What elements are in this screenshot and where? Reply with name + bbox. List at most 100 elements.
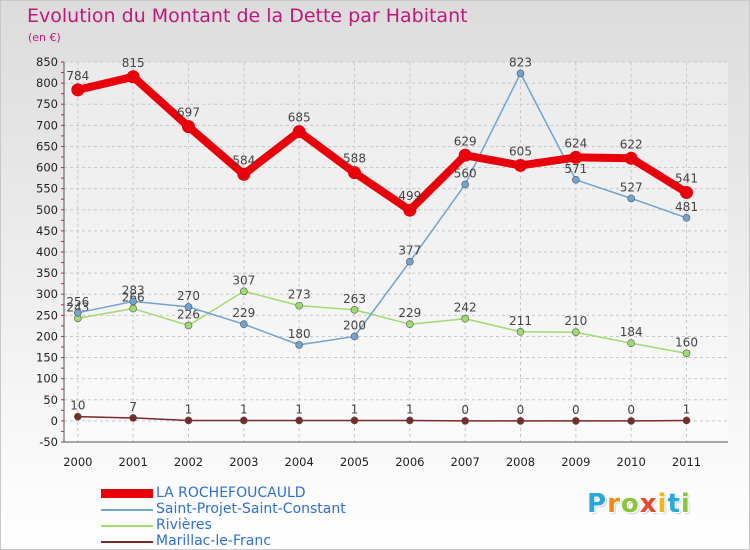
x-tick-label: 2000: [63, 455, 92, 469]
chart-title: Evolution du Montant de la Dette par Hab…: [27, 5, 468, 27]
data-label: 0: [461, 403, 469, 417]
x-tick-label: 2008: [506, 455, 535, 469]
data-label: 697: [177, 106, 200, 120]
y-tick-label: 500: [36, 203, 58, 217]
data-label: 499: [398, 189, 421, 203]
data-label: 184: [620, 325, 643, 339]
legend-label: Rivières: [156, 517, 212, 533]
data-point: [295, 341, 303, 349]
data-label: 226: [177, 307, 200, 321]
data-label: 211: [509, 314, 532, 328]
y-tick-label: 800: [36, 76, 58, 90]
data-label: 243: [66, 300, 89, 314]
data-point: [406, 257, 414, 266]
data-point: [406, 416, 414, 425]
data-point: [350, 306, 359, 314]
data-point: [129, 304, 137, 313]
data-label: 377: [398, 244, 421, 258]
data-point: [126, 70, 140, 84]
x-tick-label: 2011: [672, 455, 701, 469]
x-tick-label: 2005: [340, 455, 369, 469]
logo-letter: x: [639, 489, 658, 519]
data-label: 1: [240, 402, 248, 416]
data-point: [514, 158, 527, 172]
data-label: 0: [627, 403, 635, 417]
chart-unit: (en €): [28, 31, 61, 44]
data-point: [458, 148, 472, 162]
legend-swatch: [101, 489, 153, 498]
x-tick-label: 2001: [119, 455, 148, 469]
data-label: 541: [675, 171, 698, 185]
data-point: [240, 416, 248, 425]
logo-letter: i: [680, 489, 691, 519]
x-tick-label: 2002: [174, 455, 203, 469]
y-tick-label: 450: [36, 224, 58, 238]
data-label: 0: [572, 403, 580, 417]
data-label: 256: [66, 295, 89, 309]
y-tick-label: 300: [36, 287, 58, 301]
data-point: [237, 167, 251, 181]
data-point: [295, 416, 303, 425]
data-point: [461, 180, 469, 189]
series-line-saint-projet-saint-constant: [77, 72, 688, 346]
data-point: [184, 416, 193, 425]
data-label: 1: [406, 402, 414, 416]
data-point: [627, 339, 635, 348]
data-label: 229: [398, 306, 421, 320]
data-label: 588: [343, 152, 366, 166]
legend-swatch: [101, 509, 153, 511]
data-label: 571: [564, 162, 587, 176]
y-tick-label: 700: [36, 118, 58, 132]
data-point: [295, 301, 303, 310]
data-label: 307: [232, 273, 255, 287]
data-point: [74, 308, 82, 317]
legend-swatch: [101, 525, 153, 527]
data-point: [129, 414, 137, 422]
data-label: 242: [454, 301, 477, 315]
y-tick-label: -50: [39, 435, 58, 449]
logo-letter: t: [667, 489, 681, 519]
data-label: 283: [122, 283, 145, 297]
y-tick-label: 550: [36, 182, 58, 196]
logo-letter: o: [620, 489, 640, 519]
data-point: [350, 416, 359, 425]
data-label: 560: [454, 166, 477, 180]
y-tick-label: 200: [36, 329, 58, 343]
legend-label: Marillac-le-Franc: [156, 533, 271, 549]
data-label: 1: [683, 402, 691, 416]
y-tick-label: 250: [36, 308, 58, 322]
data-point: [74, 412, 82, 421]
data-label: 270: [177, 289, 200, 303]
y-tick-label: 100: [36, 372, 58, 386]
data-label: 624: [564, 136, 587, 150]
y-tick-label: 150: [36, 351, 58, 365]
data-label: 685: [288, 111, 311, 125]
y-tick-label: 750: [36, 97, 58, 111]
data-label: 180: [288, 327, 311, 341]
x-tick-label: 2007: [451, 455, 480, 469]
data-label: 200: [343, 318, 366, 332]
data-point: [627, 417, 635, 425]
data-point: [572, 417, 580, 425]
data-point: [240, 320, 248, 329]
data-point: [572, 328, 580, 337]
data-label: 160: [675, 335, 698, 349]
data-label: 0: [517, 403, 525, 417]
data-label: 273: [288, 288, 311, 302]
logo-letter: P: [587, 489, 608, 519]
data-label: 629: [454, 134, 477, 148]
data-label: 605: [509, 144, 532, 158]
proxiti-logo: Proxiti: [587, 489, 691, 519]
x-tick-label: 2010: [617, 455, 646, 469]
logo-letter: r: [607, 489, 621, 519]
data-point: [240, 287, 248, 296]
series-line-la-rochefoucauld: [73, 72, 691, 215]
data-label: 784: [66, 69, 89, 83]
logo-letter: i: [657, 489, 668, 519]
data-point: [624, 151, 638, 165]
data-point: [348, 166, 361, 180]
data-point: [461, 314, 469, 323]
series-line-rivi-res: [77, 290, 688, 355]
